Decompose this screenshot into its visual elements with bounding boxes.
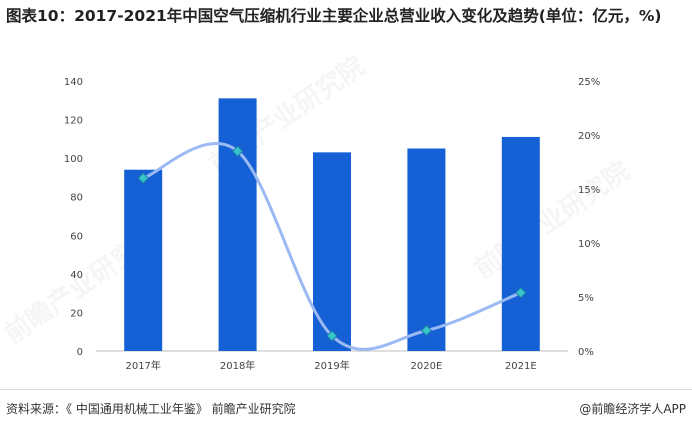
y-right-tick-label: 25% bbox=[578, 77, 600, 88]
footer-divider bbox=[0, 389, 692, 390]
y-left-tick-label: 140 bbox=[64, 77, 83, 88]
y-right-tick-label: 15% bbox=[578, 185, 600, 196]
line-points bbox=[137, 145, 527, 342]
x-tick-label: 2020E bbox=[411, 361, 443, 372]
x-tick-label: 2021E bbox=[505, 361, 537, 372]
x-tick-label: 2019年 bbox=[314, 359, 349, 372]
footer: 资料来源：《 中国通用机械工业年鉴》 前瞻产业研究院 @前瞻经济学人APP bbox=[6, 400, 686, 420]
bar bbox=[313, 152, 351, 351]
line-point bbox=[326, 330, 338, 342]
bar bbox=[218, 98, 257, 351]
x-tick-label: 2017年 bbox=[125, 359, 160, 372]
y-left-tick-label: 120 bbox=[64, 116, 83, 127]
chart-canvas: 0 20 40 60 80 100 120 140 0% 5% 10% 15% 20% 25% 2017年 2… bbox=[64, 77, 600, 372]
y-left-tick-label: 60 bbox=[70, 231, 83, 242]
y-left-tick-label: 20 bbox=[70, 308, 83, 319]
y-right-tick-label: 10% bbox=[578, 239, 600, 250]
bar bbox=[501, 136, 540, 351]
chart-title: 图表10：2017-2021年中国空气压缩机行业主要企业总营业收入变化及趋势(单… bbox=[6, 7, 662, 25]
x-tick-label: 2018年 bbox=[220, 359, 255, 372]
line-point bbox=[515, 286, 527, 299]
bar-series bbox=[124, 98, 540, 351]
y-left-tick-label: 0 bbox=[77, 347, 83, 358]
source-note: 资料来源：《 中国通用机械工业年鉴》 前瞻产业研究院 bbox=[6, 402, 296, 416]
bar bbox=[124, 169, 163, 351]
line-point bbox=[420, 324, 433, 337]
line-point bbox=[137, 172, 149, 184]
bar bbox=[407, 148, 446, 351]
axis-labels: 0 20 40 60 80 100 120 140 0% 5% 10% 15% 20% 25% 2017年 2… bbox=[64, 77, 600, 372]
line-point bbox=[231, 145, 244, 157]
growth-line bbox=[141, 142, 523, 351]
y-left-tick-label: 100 bbox=[64, 154, 83, 165]
y-right-tick-label: 20% bbox=[578, 131, 600, 142]
y-right-tick-label: 5% bbox=[578, 293, 594, 304]
y-right-tick-label: 0% bbox=[578, 347, 594, 358]
line-series bbox=[141, 142, 523, 351]
y-left-tick-label: 80 bbox=[70, 193, 83, 204]
y-left-tick-label: 40 bbox=[70, 270, 83, 281]
brand-credit: @前瞻经济学人APP bbox=[579, 402, 686, 416]
